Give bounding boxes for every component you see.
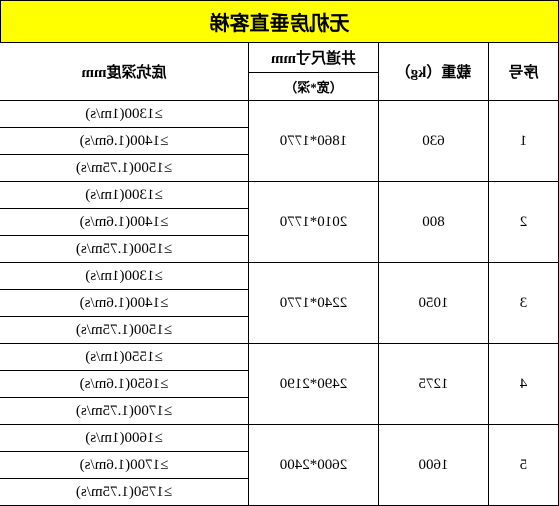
header-dikeng: 底坑深度mm bbox=[0, 43, 249, 101]
cell-xuhao: 4 bbox=[489, 344, 559, 425]
table-row: 3 1050 2240*1770 ≥1300(1m/s) bbox=[0, 263, 559, 290]
cell-jingdao: 2010*1770 bbox=[249, 182, 379, 263]
cell-depth: ≥1500(1.75m/s) bbox=[0, 317, 249, 344]
cell-zaizhong: 1050 bbox=[379, 263, 489, 344]
cell-depth: ≥1600(1m/s) bbox=[0, 425, 249, 452]
cell-depth: ≥1300(1m/s) bbox=[0, 182, 249, 209]
cell-xuhao: 2 bbox=[489, 182, 559, 263]
header-zaizhong: 载重（kg） bbox=[379, 43, 489, 101]
cell-depth: ≥1400(1.6m/s) bbox=[0, 290, 249, 317]
cell-depth: ≥1750(1.75m/s) bbox=[0, 479, 249, 506]
cell-zaizhong: 800 bbox=[379, 182, 489, 263]
cell-depth: ≥1550(1m/s) bbox=[0, 344, 249, 371]
cell-depth: ≥1400(1.6m/s) bbox=[0, 128, 249, 155]
cell-depth: ≥1500(1.75m/s) bbox=[0, 236, 249, 263]
cell-xuhao: 3 bbox=[489, 263, 559, 344]
cell-depth: ≥1300(1m/s) bbox=[0, 263, 249, 290]
table-row: 1 630 1860*1770 ≥1300(1m/s) bbox=[0, 101, 559, 128]
table-header: 序号 载重（kg） 井道尺寸mm 底坑深度mm （宽*深） bbox=[0, 43, 559, 101]
table-title: 无机房垂直客梯 bbox=[0, 0, 559, 42]
cell-zaizhong: 1275 bbox=[379, 344, 489, 425]
table-row: 4 1275 2490*2190 ≥1550(1m/s) bbox=[0, 344, 559, 371]
cell-zaizhong: 1600 bbox=[379, 425, 489, 506]
cell-depth: ≥1700(1.75m/s) bbox=[0, 398, 249, 425]
elevator-spec-container: 无机房垂直客梯 序号 载重（kg） 井道尺寸mm 底坑深度mm （宽*深） 1 … bbox=[0, 0, 559, 506]
header-jingdao-top: 井道尺寸mm bbox=[249, 43, 379, 73]
cell-depth: ≥1400(1.6m/s) bbox=[0, 209, 249, 236]
cell-depth: ≥1700(1.6m/s) bbox=[0, 452, 249, 479]
header-jingdao-sub: （宽*深） bbox=[249, 73, 379, 101]
cell-depth: ≥1300(1m/s) bbox=[0, 101, 249, 128]
header-xuhao: 序号 bbox=[489, 43, 559, 101]
cell-jingdao: 2600*2400 bbox=[249, 425, 379, 506]
table-body: 1 630 1860*1770 ≥1300(1m/s) ≥1400(1.6m/s… bbox=[0, 101, 559, 506]
elevator-spec-table: 序号 载重（kg） 井道尺寸mm 底坑深度mm （宽*深） 1 630 1860… bbox=[0, 42, 559, 506]
cell-xuhao: 5 bbox=[489, 425, 559, 506]
table-row: 5 1600 2600*2400 ≥1600(1m/s) bbox=[0, 425, 559, 452]
cell-jingdao: 1860*1770 bbox=[249, 101, 379, 182]
cell-jingdao: 2490*2190 bbox=[249, 344, 379, 425]
cell-depth: ≥1500(1.75m/s) bbox=[0, 155, 249, 182]
cell-zaizhong: 630 bbox=[379, 101, 489, 182]
cell-depth: ≥1650(1.6m/s) bbox=[0, 371, 249, 398]
cell-xuhao: 1 bbox=[489, 101, 559, 182]
cell-jingdao: 2240*1770 bbox=[249, 263, 379, 344]
table-row: 2 800 2010*1770 ≥1300(1m/s) bbox=[0, 182, 559, 209]
